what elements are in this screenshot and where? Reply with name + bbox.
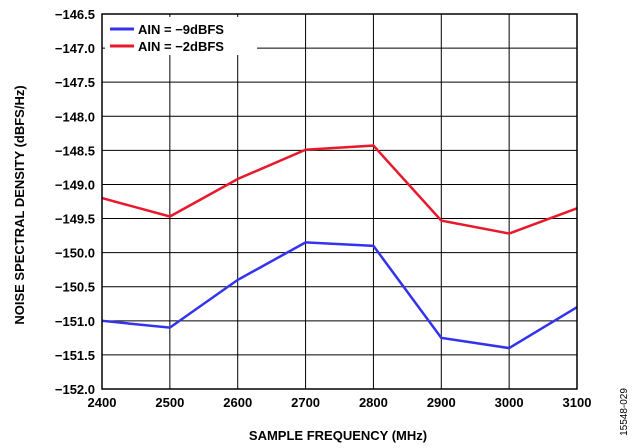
y-tick-label: −149.0 bbox=[55, 177, 95, 192]
y-tick-label: −148.5 bbox=[55, 143, 95, 158]
x-tick-label: 3000 bbox=[495, 395, 524, 410]
x-tick-label: 3100 bbox=[563, 395, 592, 410]
series-layer bbox=[101, 144, 578, 350]
series-line-1 bbox=[101, 241, 578, 350]
figure-id: 15548-029 bbox=[619, 388, 630, 436]
y-tick-label: −148.0 bbox=[55, 109, 95, 124]
x-tick-label: 2500 bbox=[155, 395, 184, 410]
y-tick-label: −151.5 bbox=[55, 348, 95, 363]
x-tick-label: 2700 bbox=[291, 395, 320, 410]
x-axis-title: SAMPLE FREQUENCY (MHz) bbox=[249, 428, 427, 443]
x-tick-label: 2600 bbox=[223, 395, 252, 410]
y-tick-label: −150.0 bbox=[55, 246, 95, 261]
plot-frame bbox=[101, 13, 578, 390]
y-tick-labels: −146.5 −147.0 −147.5 −148.0 −148.5 −149.0 −149… bbox=[55, 7, 95, 397]
x-tick-label: 2400 bbox=[88, 395, 117, 410]
x-tick-label: 2800 bbox=[359, 395, 388, 410]
x-tick-labels: 2400 2500 2600 2700 2800 2900 3000 3100 bbox=[88, 395, 592, 410]
y-axis-title: NOISE SPECTRAL DENSITY (dBFS/Hz) bbox=[12, 85, 27, 324]
legend-label: AIN = −2dBFS bbox=[138, 39, 224, 54]
x-tick-label: 2900 bbox=[427, 395, 456, 410]
y-tick-label: −147.5 bbox=[55, 75, 95, 90]
y-tick-label: −151.0 bbox=[55, 314, 95, 329]
y-tick-label: −149.5 bbox=[55, 212, 95, 227]
y-tick-label: −152.0 bbox=[55, 382, 95, 397]
y-tick-label: −146.5 bbox=[55, 7, 95, 22]
legend-box bbox=[105, 17, 257, 55]
grid-lines bbox=[102, 14, 577, 389]
y-tick-label: −147.0 bbox=[55, 41, 95, 56]
legend-label: AIN = −9dBFS bbox=[138, 22, 224, 37]
legend: AIN = −9dBFS AIN = −2dBFS bbox=[105, 17, 257, 55]
series-line-2 bbox=[101, 144, 578, 235]
y-tick-label: −150.5 bbox=[55, 280, 95, 295]
